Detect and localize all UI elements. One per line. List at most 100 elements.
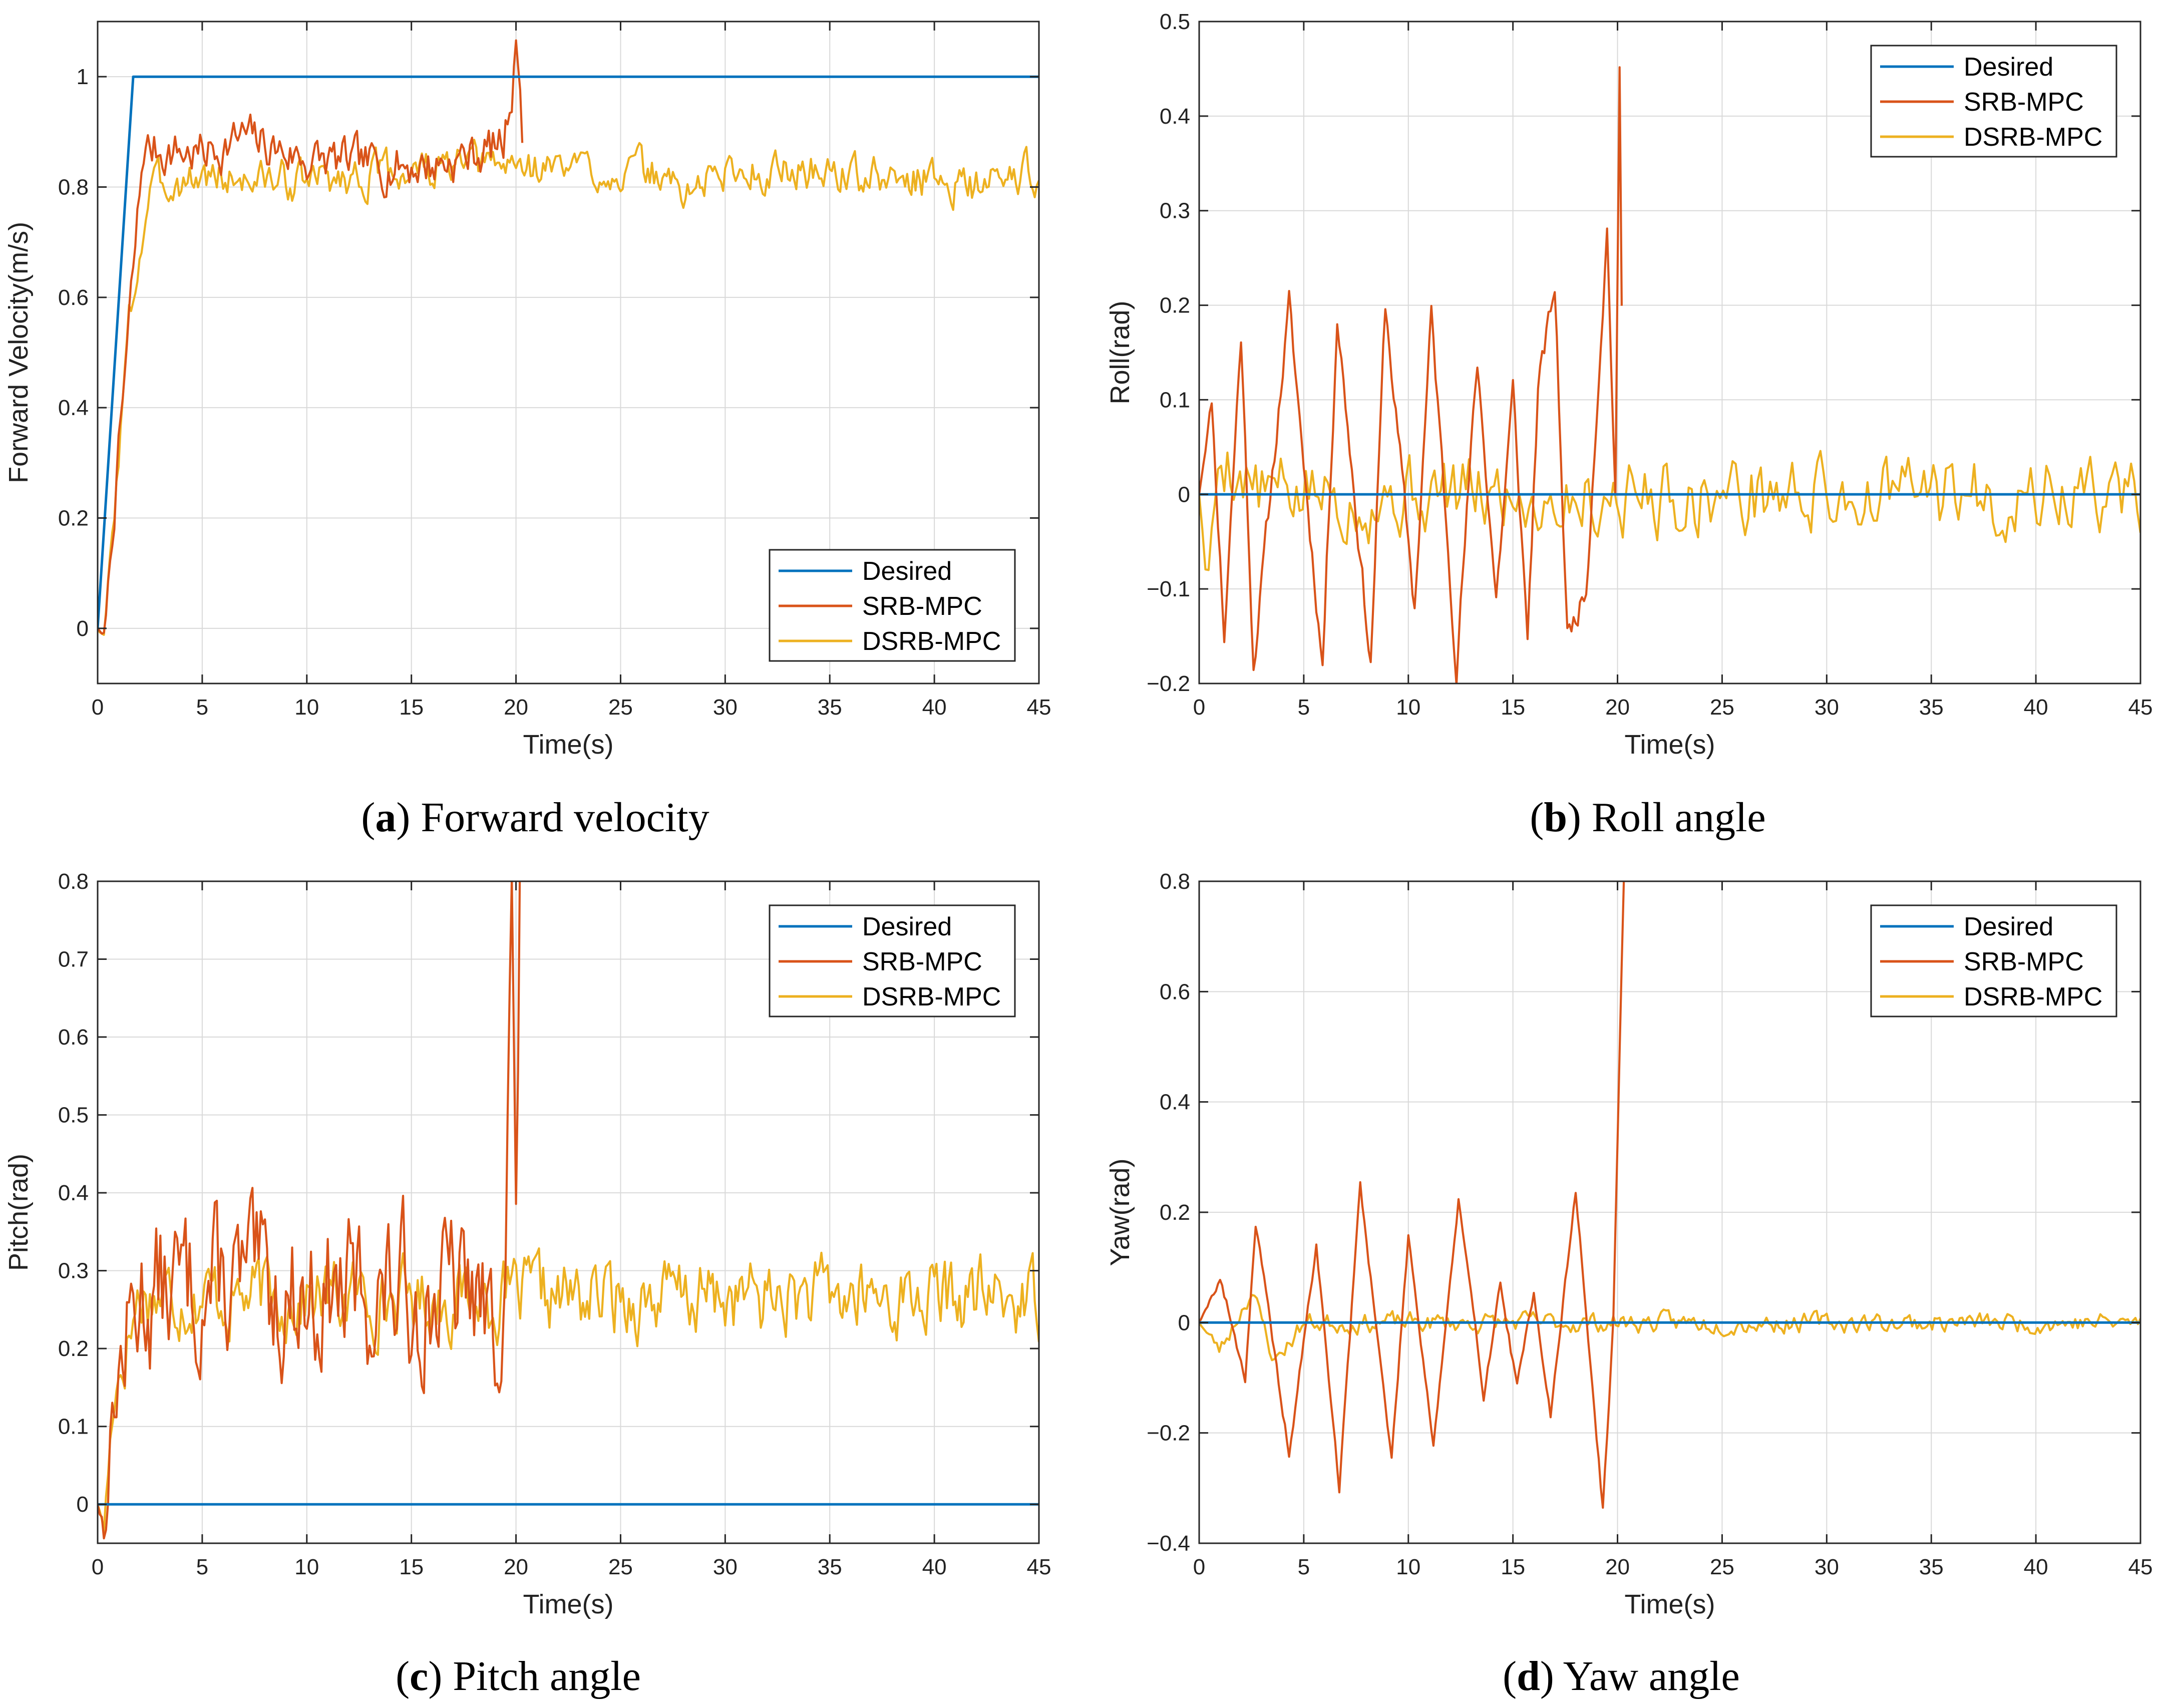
y-tick-label: 0.1 — [58, 1415, 89, 1439]
x-tick-label: 45 — [1027, 695, 1051, 720]
legend-label: DSRB-MPC — [1964, 982, 2102, 1011]
y-axis-label: Yaw(rad) — [1105, 1158, 1135, 1266]
y-axis-label: Forward Velocity(m/s) — [4, 222, 34, 483]
y-tick-label: −0.2 — [1147, 1421, 1190, 1446]
caption-close-paren: ) — [428, 1653, 442, 1699]
x-tick-label: 10 — [294, 695, 319, 720]
series-line-desired — [98, 75, 1039, 628]
x-tick-label: 25 — [1710, 1555, 1734, 1579]
y-tick-label: −0.1 — [1147, 577, 1190, 601]
y-tick-label: 0.2 — [1160, 293, 1190, 318]
x-tick-label: 30 — [1815, 695, 1839, 720]
panel-caption: (b) Roll angle — [1530, 794, 1765, 841]
x-tick-label: 0 — [1193, 1555, 1205, 1579]
legend-label: Desired — [862, 912, 952, 941]
series-line-srb-mpc — [98, 881, 521, 1540]
panel-roll-angle: 0 5 10 15 20 25 30 35 40 45 −0.2 −0.1 0 0.1 0.2 0.3 0.4 0… — [1105, 10, 2152, 841]
caption-text: Forward velocity — [410, 794, 709, 841]
x-tick-label: 40 — [2024, 695, 2048, 720]
x-tick-label: 10 — [294, 1555, 319, 1579]
legend-label: DSRB-MPC — [862, 627, 1001, 656]
caption-open-paren: ( — [1530, 794, 1544, 841]
x-tick-label: 45 — [2128, 1555, 2153, 1579]
series-line-dsrb-mpc — [1199, 1293, 2140, 1361]
y-tick-label: 0.8 — [58, 869, 89, 894]
y-tick-label: 0.3 — [58, 1259, 89, 1283]
y-tick-label: 0.2 — [58, 1336, 89, 1361]
x-tick-label: 45 — [1027, 1555, 1051, 1579]
x-tick-label: 5 — [1298, 695, 1310, 720]
x-tick-label: 40 — [922, 1555, 947, 1579]
panel-pitch-angle: 0 5 10 15 20 25 30 35 40 45 0 0.1 0.2 0.3 0.4 0.5 0.6 0.7… — [4, 869, 1051, 1699]
series-group — [1199, 882, 2140, 1509]
x-tick-label: 5 — [196, 1555, 208, 1579]
panel-forward-velocity: 0 5 10 15 20 25 30 35 40 45 0 0.2 0.4 0.6 0.8 1 Time(s) F… — [4, 21, 1051, 841]
x-tick-label: 20 — [504, 695, 528, 720]
y-tick-label: 0.6 — [58, 1025, 89, 1050]
x-tick-label: 45 — [2128, 695, 2153, 720]
x-tick-label: 35 — [1919, 1555, 1944, 1579]
y-tick-label: 0 — [1178, 1310, 1190, 1335]
legend: Desired SRB-MPC DSRB-MPC — [1870, 45, 2117, 158]
y-tick-label: 1 — [77, 65, 89, 89]
series-group — [98, 881, 1039, 1540]
x-tick-label: 30 — [713, 1555, 738, 1579]
x-tick-label: 10 — [1396, 1555, 1420, 1579]
y-tick-label: 0.5 — [58, 1103, 89, 1128]
series-line-srb-mpc — [1199, 66, 1623, 684]
caption-text: Pitch angle — [442, 1653, 641, 1699]
x-tick-label: 15 — [1501, 695, 1525, 720]
y-tick-label: 0.4 — [58, 396, 89, 420]
caption-open-paren: ( — [1503, 1653, 1517, 1699]
series-line-srb-mpc — [98, 39, 524, 635]
legend-label: Desired — [1964, 53, 2053, 82]
legend-label: SRB-MPC — [1964, 947, 2084, 976]
y-tick-label: 0 — [77, 616, 89, 641]
y-tick-label: 0.3 — [1160, 199, 1190, 223]
y-tick-label: 0.6 — [58, 285, 89, 310]
caption-text: Roll angle — [1581, 794, 1766, 841]
x-tick-label: 40 — [2024, 1555, 2048, 1579]
legend: Desired SRB-MPC DSRB-MPC — [769, 904, 1016, 1017]
y-tick-label: 0.7 — [58, 947, 89, 972]
legend-label: SRB-MPC — [1964, 88, 2084, 117]
x-tick-label: 15 — [1501, 1555, 1525, 1579]
x-tick-label: 20 — [1605, 1555, 1630, 1579]
y-tick-label: 0.5 — [1160, 10, 1190, 34]
panel-yaw-angle: 0 5 10 15 20 25 30 35 40 45 −0.4 −0.2 0 0.2 0.4 0.6 0.8 T… — [1105, 869, 2152, 1699]
caption-letter: c — [410, 1653, 428, 1699]
legend-label: Desired — [862, 557, 952, 586]
series-group — [1199, 66, 2140, 684]
x-tick-label: 0 — [92, 695, 104, 720]
y-tick-label: 0.4 — [1160, 1090, 1190, 1115]
caption-close-paren: ) — [1567, 794, 1581, 841]
series-group — [98, 39, 1039, 636]
panel-caption: (c) Pitch angle — [396, 1653, 641, 1699]
axes-frame — [1198, 21, 2141, 685]
y-tick-label: 0.2 — [58, 506, 89, 531]
series-line-dsrb-mpc — [98, 1247, 1039, 1532]
y-tick-label: 0 — [1178, 482, 1190, 507]
legend-label: DSRB-MPC — [1964, 123, 2102, 152]
x-tick-label: 30 — [1815, 1555, 1839, 1579]
y-tick-label: 0.4 — [1160, 104, 1190, 129]
axes-frame — [97, 21, 1040, 685]
y-tick-label: 0.1 — [1160, 388, 1190, 412]
x-tick-label: 0 — [1193, 695, 1205, 720]
y-tick-label: 0.8 — [1160, 869, 1190, 894]
x-tick-label: 15 — [399, 695, 424, 720]
y-tick-label: 0.4 — [58, 1181, 89, 1205]
x-tick-label: 10 — [1396, 695, 1420, 720]
caption-text: Yaw angle — [1554, 1653, 1740, 1699]
x-tick-label: 25 — [608, 695, 633, 720]
x-tick-label: 25 — [1710, 695, 1734, 720]
legend: Desired SRB-MPC DSRB-MPC — [769, 549, 1016, 662]
x-axis-label: Time(s) — [523, 730, 614, 760]
y-tick-label: −0.4 — [1147, 1531, 1190, 1556]
legend-label: SRB-MPC — [862, 947, 982, 976]
x-tick-label: 5 — [196, 695, 208, 720]
caption-open-paren: ( — [361, 794, 375, 841]
x-tick-label: 5 — [1298, 1555, 1310, 1579]
y-tick-label: 0.8 — [58, 175, 89, 200]
